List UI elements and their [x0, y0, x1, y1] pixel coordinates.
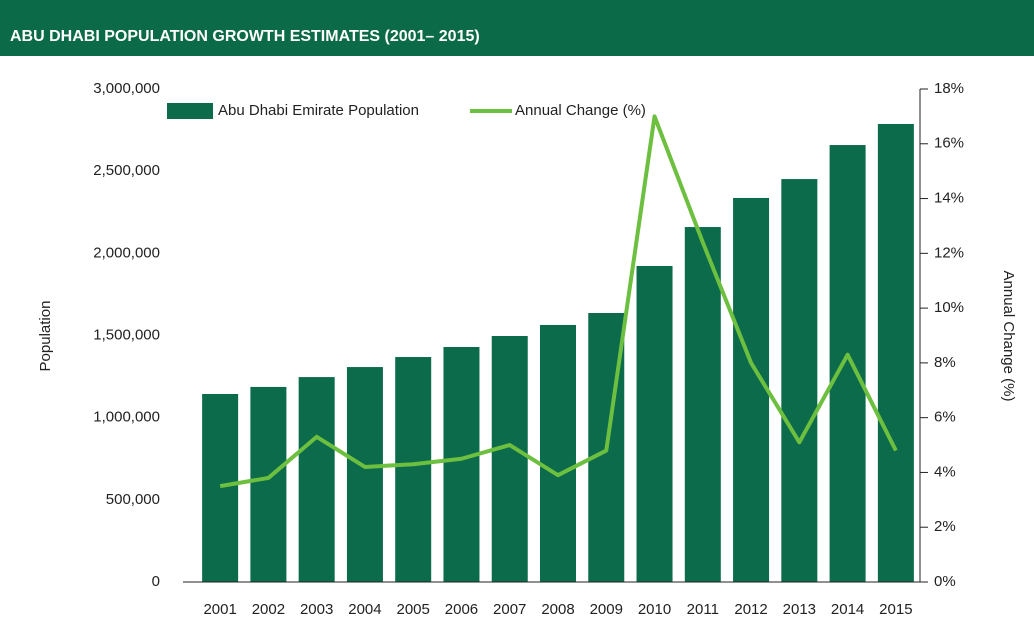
bar — [346, 367, 383, 582]
y2-tick-label: 18% — [934, 80, 964, 97]
bar — [395, 357, 432, 582]
y2-tick-label: 0% — [934, 573, 956, 590]
bar — [781, 179, 818, 582]
x-tick-label: 2003 — [300, 601, 333, 618]
x-tick-label: 2014 — [831, 601, 864, 618]
bar — [540, 324, 576, 582]
x-tick-label: 2005 — [397, 601, 430, 618]
y2-tick-label: 12% — [934, 244, 964, 261]
y2-tick-label: 2% — [934, 518, 956, 535]
x-tick-label: 2011 — [687, 601, 719, 618]
bar — [298, 377, 335, 582]
bar — [250, 386, 287, 582]
header-band — [0, 0, 1034, 56]
y2-tick-label: 10% — [934, 299, 964, 316]
y-tick-label: 1,500,000 — [93, 326, 160, 343]
bar — [491, 335, 528, 582]
bar — [733, 197, 770, 582]
x-tick-label: 2015 — [879, 601, 912, 618]
y-tick-label: 1,000,000 — [93, 409, 160, 426]
y2-tick-label: 6% — [934, 409, 956, 426]
y-tick-label: 2,000,000 — [93, 244, 160, 261]
x-tick-label: 2009 — [590, 601, 623, 618]
x-tick-label: 2007 — [493, 601, 526, 618]
bar — [829, 145, 866, 583]
y2-axis-label: Annual Change (%) — [1000, 271, 1017, 402]
y-tick-label: 3,000,000 — [93, 80, 160, 97]
y-tick-label: 2,500,000 — [93, 162, 160, 179]
x-tick-label: 2013 — [783, 601, 816, 618]
y2-tick-label: 4% — [934, 463, 956, 480]
y2-tick-label: 16% — [934, 135, 964, 152]
chart-title: ABU DHABI POPULATION GROWTH ESTIMATES (2… — [10, 28, 480, 45]
bar — [636, 265, 673, 582]
bar — [684, 227, 721, 583]
line — [219, 114, 898, 489]
bar — [443, 347, 480, 582]
x-tick-label: 2006 — [445, 601, 478, 618]
bar — [202, 394, 239, 582]
x-tick-label: 2001 — [203, 601, 236, 618]
x-tick-label: 2002 — [252, 601, 285, 618]
legend-label: Annual Change (%) — [515, 102, 646, 119]
y2-tick-label: 14% — [934, 190, 964, 207]
legend-swatch — [167, 103, 213, 119]
bar — [877, 124, 914, 583]
y2-tick-label: 8% — [934, 354, 956, 371]
x-tick-label: 2010 — [638, 601, 671, 618]
x-tick-label: 2012 — [734, 601, 767, 618]
y-tick-label: 0 — [152, 573, 160, 590]
x-tick-label: 2004 — [348, 601, 381, 618]
y-axis-label: Population — [37, 301, 54, 372]
x-tick-label: 2008 — [541, 601, 574, 618]
y-tick-label: 500,000 — [106, 491, 160, 508]
legend-label: Abu Dhabi Emirate Population — [218, 102, 419, 119]
